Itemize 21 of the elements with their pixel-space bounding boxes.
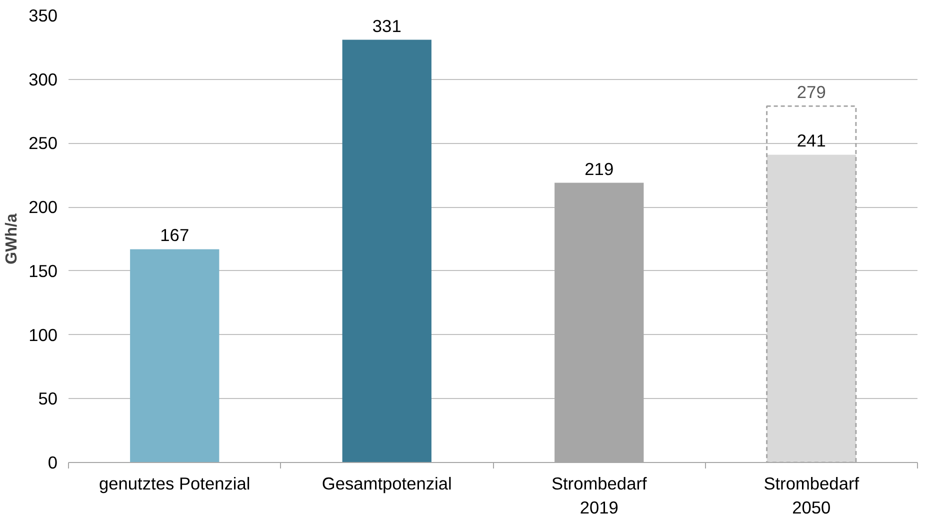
data-label: 167 xyxy=(160,225,190,246)
x-tick-label: genutztes Potenzial xyxy=(99,474,250,494)
y-tick-label: 0 xyxy=(48,452,58,472)
x-tick-label: Strombedarf 2050 xyxy=(764,474,860,518)
bar xyxy=(766,154,856,462)
bar xyxy=(342,40,432,462)
data-label: 219 xyxy=(584,158,614,179)
y-tick-label: 200 xyxy=(28,197,58,218)
x-tick-label: Strombedarf 2019 xyxy=(551,474,647,518)
data-label: 279 xyxy=(796,82,826,102)
y-tick-label: 250 xyxy=(28,133,58,154)
x-tick-label: Gesamtpotenzial xyxy=(322,474,452,494)
y-tick-label: 350 xyxy=(28,6,58,26)
y-axis-title: GWh/a xyxy=(4,214,21,264)
y-tick-label: 50 xyxy=(38,388,58,409)
y-tick-label: 150 xyxy=(28,260,58,281)
data-label: 241 xyxy=(796,130,826,151)
data-label: 331 xyxy=(372,16,402,36)
bar xyxy=(130,249,220,462)
y-tick-label: 100 xyxy=(28,324,58,345)
y-tick-label: 300 xyxy=(28,69,58,90)
